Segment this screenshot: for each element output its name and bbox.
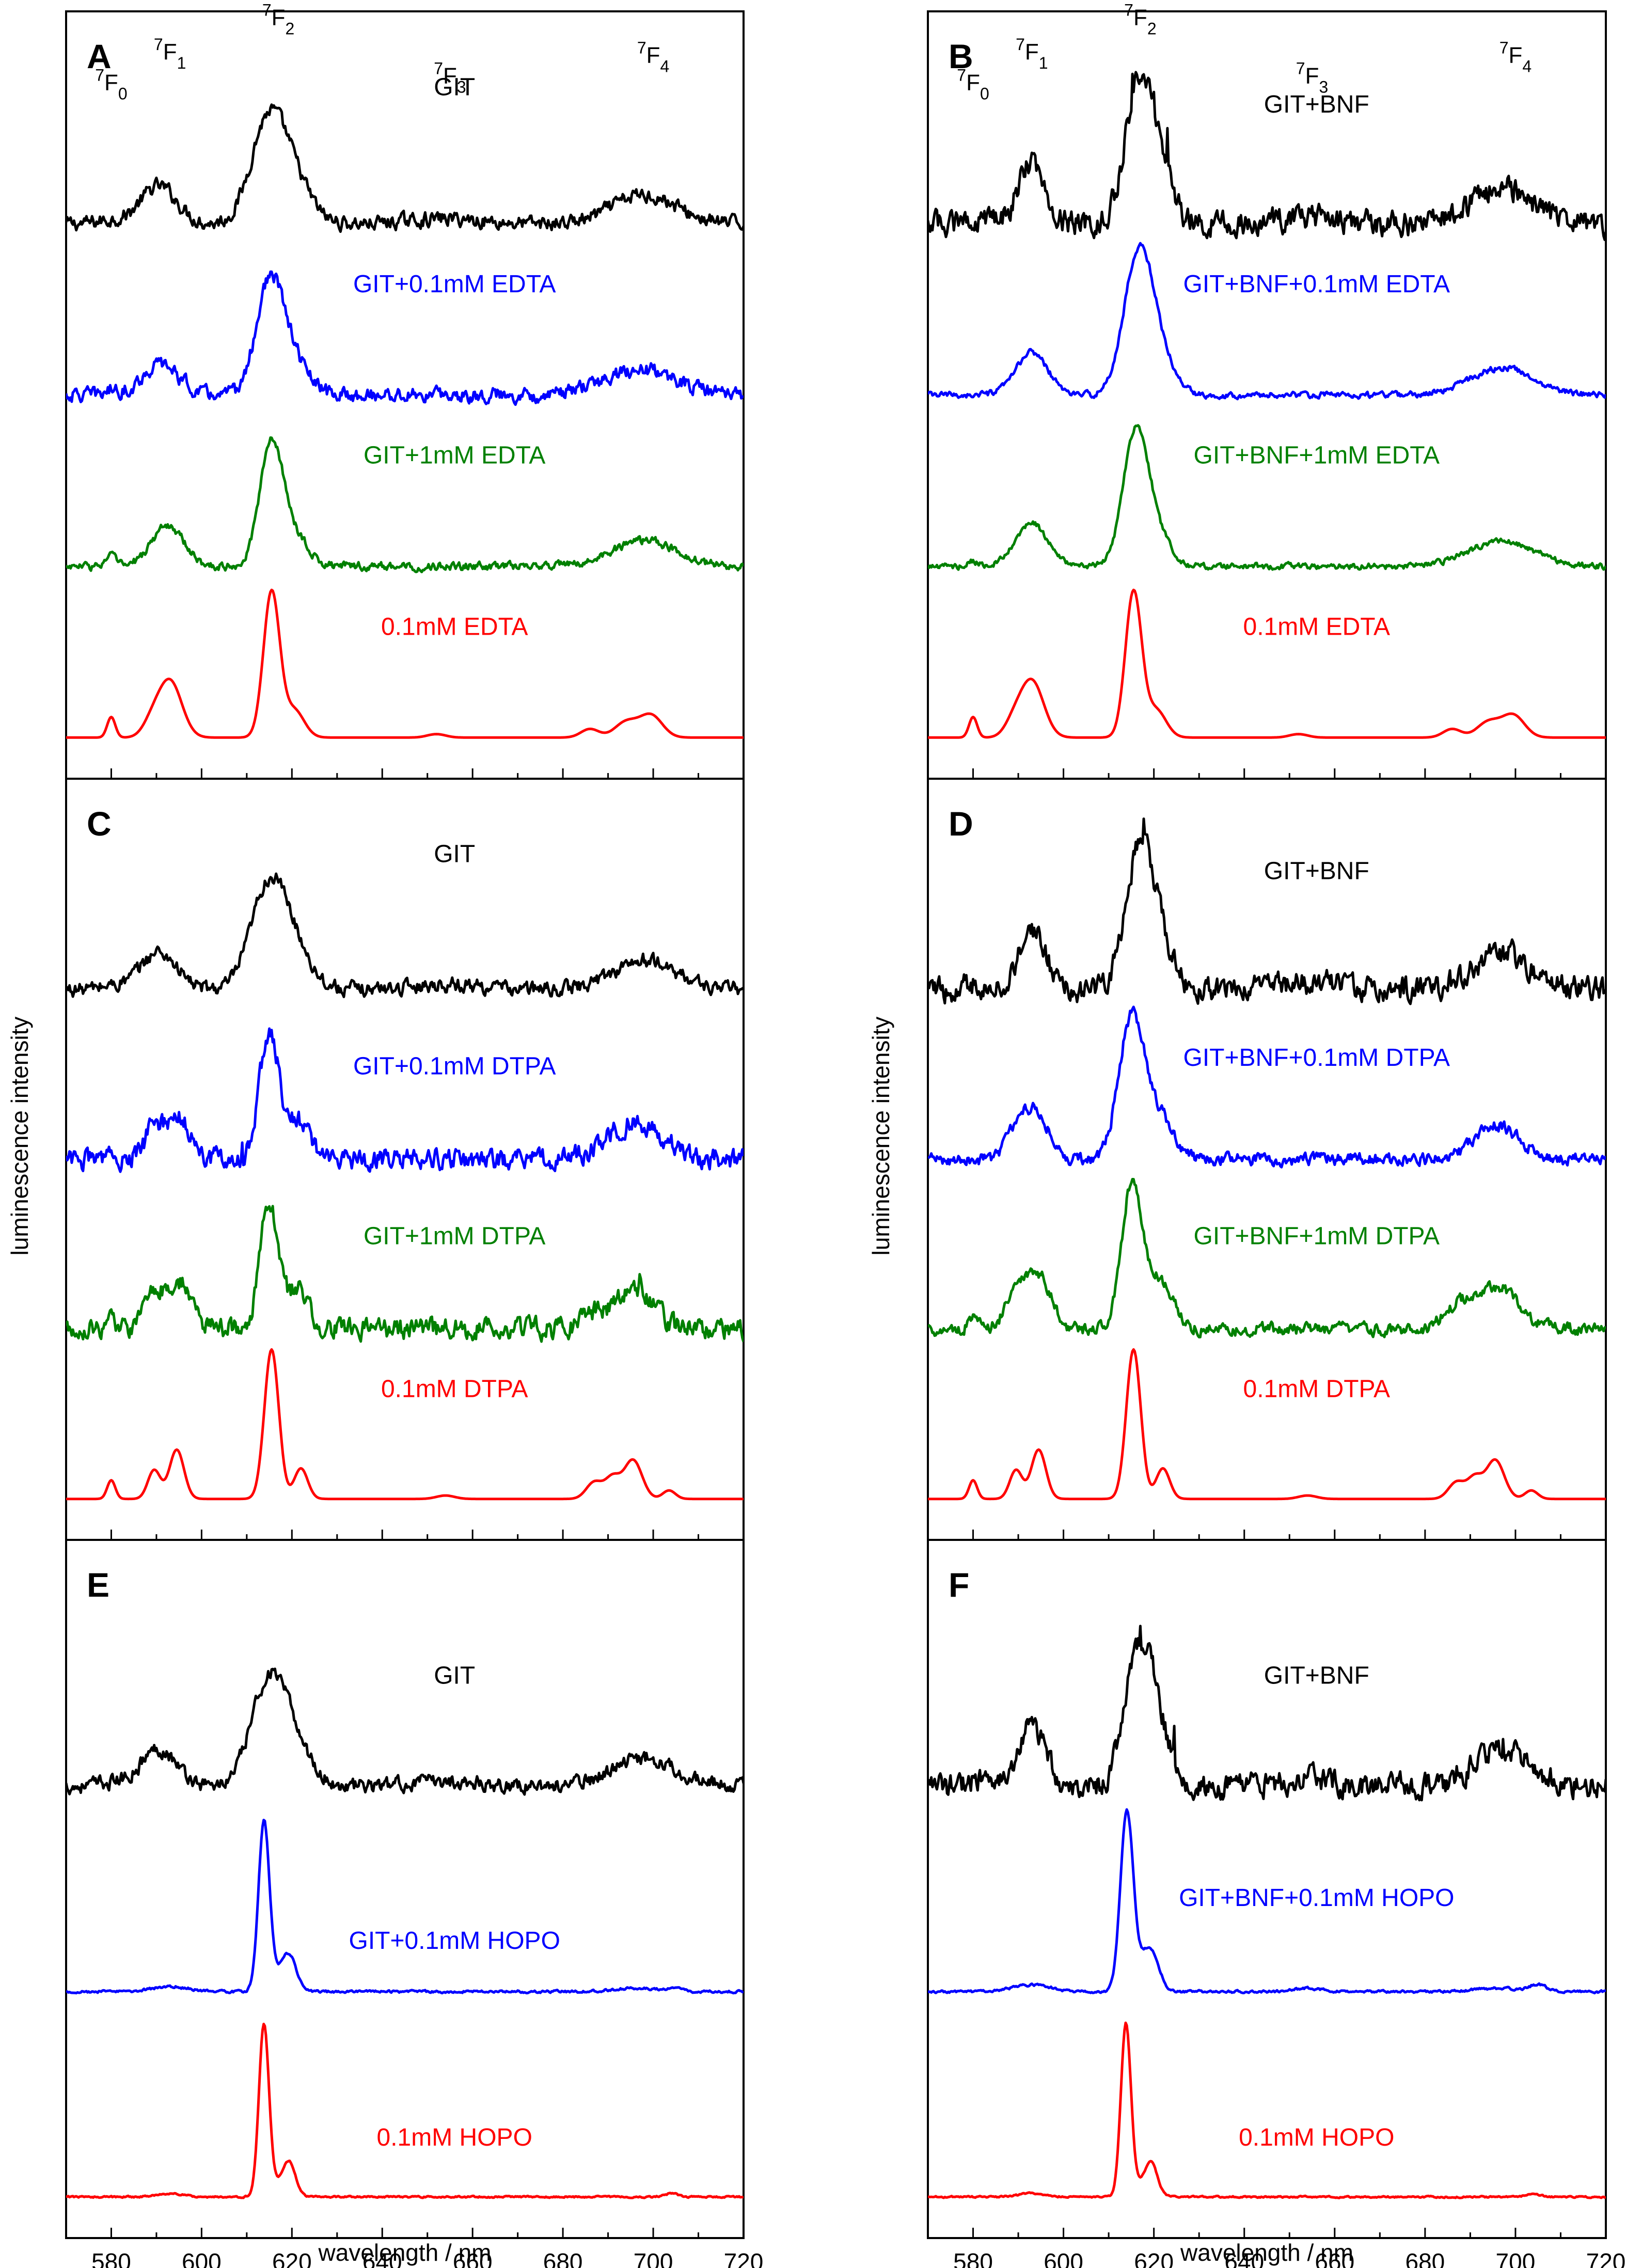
peak-label: 7F1 bbox=[154, 35, 186, 72]
series-label: GIT+BNF+1mM EDTA bbox=[1194, 442, 1440, 469]
y-axis-title: luminescence intensity bbox=[6, 1017, 33, 1256]
panel-c: GIT GIT+0.1mM DTPA GIT+1mM DTPA 0.1mM DTPA C bbox=[65, 778, 745, 1541]
panel-frame bbox=[927, 1539, 1607, 2239]
peak-label: 7F1 bbox=[1016, 35, 1048, 72]
series-line-git-bnf-1mm-edta bbox=[928, 424, 1606, 571]
series-label: GIT+BNF+0.1mM EDTA bbox=[1183, 271, 1450, 298]
series-label: GIT+0.1mM DTPA bbox=[353, 1053, 556, 1080]
x-tick-label: 680 bbox=[543, 2248, 583, 2268]
series-line-0-1mm-edta bbox=[66, 588, 744, 739]
panel-f: GIT+BNF GIT+BNF+0.1mM HOPO 0.1mM HOPO F 580 6… bbox=[927, 1539, 1626, 2268]
peak-label: 7F0 bbox=[95, 66, 127, 103]
x-tick-label: 620 bbox=[1134, 2248, 1174, 2268]
x-axis-title: wavelength / nm bbox=[1180, 2239, 1353, 2266]
series-line-git-bnf-0-1mm-hopo bbox=[928, 1808, 1606, 1995]
series-label: GIT bbox=[434, 1662, 475, 1689]
peak-label: 7F0 bbox=[957, 66, 989, 103]
panel-e: GIT GIT+0.1mM HOPO 0.1mM HOPO E 580 600 620 640… bbox=[65, 1539, 764, 2268]
panel-d: GIT+BNF GIT+BNF+0.1mM DTPA GIT+BNF+1mM DTP… bbox=[927, 778, 1607, 1541]
x-axis-title: wavelength / nm bbox=[318, 2239, 492, 2266]
y-axis-title: luminescence intensity bbox=[867, 1017, 894, 1256]
series-line-git-bnf bbox=[928, 1625, 1606, 1802]
series-line-git bbox=[66, 103, 744, 233]
x-tick-label: 640 bbox=[362, 2248, 402, 2268]
series-label: 0.1mM HOPO bbox=[377, 2124, 532, 2151]
panel-b: GIT+BNF GIT+BNF+0.1mM EDTA GIT+BNF+1mM EDT… bbox=[927, 1, 1607, 780]
series-line-0-1mm-hopo bbox=[928, 2021, 1606, 2199]
series-label: GIT bbox=[434, 841, 475, 868]
x-tick-label: 720 bbox=[724, 2248, 764, 2268]
x-tick-label: 720 bbox=[1586, 2248, 1626, 2268]
x-tick-label: 580 bbox=[953, 2248, 993, 2268]
panel-letter: E bbox=[87, 1566, 109, 1604]
x-tick-label: 700 bbox=[634, 2248, 673, 2268]
series-line-git bbox=[66, 1667, 744, 1796]
series-line-git-bnf bbox=[928, 71, 1606, 241]
peak-label: 7F4 bbox=[1499, 39, 1532, 76]
x-tick-label: 680 bbox=[1405, 2248, 1445, 2268]
series-line-git-bnf-0-1mm-edta bbox=[928, 242, 1606, 401]
series-label: GIT+BNF bbox=[1264, 857, 1369, 885]
series-label: GIT+BNF bbox=[1264, 91, 1369, 118]
series-label: 0.1mM DTPA bbox=[381, 1375, 528, 1403]
series-line-git-0-1mm-hopo bbox=[66, 1819, 744, 1995]
peak-label: 7F2 bbox=[262, 1, 294, 38]
peak-label: 7F2 bbox=[1124, 1, 1156, 38]
series-label: GIT+BNF+0.1mM DTPA bbox=[1183, 1044, 1450, 1072]
x-tick-label: 600 bbox=[182, 2248, 222, 2268]
peak-label: 7F4 bbox=[637, 39, 669, 76]
x-tick-label: 600 bbox=[1044, 2248, 1083, 2268]
series-label: GIT+1mM DTPA bbox=[364, 1222, 545, 1250]
series-line-git-0-1mm-edta bbox=[66, 270, 744, 406]
panel-letter: B bbox=[949, 37, 973, 75]
series-line-0-1mm-hopo bbox=[66, 2023, 744, 2199]
series-label: 0.1mM DTPA bbox=[1243, 1375, 1390, 1403]
series-label: GIT+BNF bbox=[1264, 1662, 1369, 1689]
series-label: 0.1mM HOPO bbox=[1239, 2124, 1394, 2151]
x-tick-label: 660 bbox=[1315, 2248, 1354, 2268]
panel-frame bbox=[65, 1539, 745, 2239]
series-line-0-1mm-edta bbox=[928, 588, 1606, 739]
peak-label: 7F3 bbox=[1296, 59, 1328, 96]
series-line-git-1mm-dtpa bbox=[66, 1205, 744, 1343]
series-line-git bbox=[66, 872, 744, 998]
series-line-0-1mm-dtpa bbox=[66, 1348, 744, 1501]
panel-letter: F bbox=[949, 1566, 969, 1604]
series-line-git-bnf bbox=[928, 817, 1606, 1005]
series-label: 0.1mM EDTA bbox=[1243, 613, 1390, 640]
x-tick-label: 620 bbox=[272, 2248, 312, 2268]
series-line-git-bnf-0-1mm-dtpa bbox=[928, 1005, 1606, 1169]
series-label: 0.1mM EDTA bbox=[381, 613, 528, 640]
series-label: GIT+BNF+0.1mM HOPO bbox=[1179, 1884, 1454, 1912]
peak-label: 7F3 bbox=[434, 59, 466, 96]
panel-letter: D bbox=[949, 805, 973, 843]
series-label: GIT bbox=[434, 74, 475, 101]
x-tick-label: 660 bbox=[453, 2248, 493, 2268]
series-line-git-1mm-edta bbox=[66, 436, 744, 574]
series-label: GIT+0.1mM EDTA bbox=[353, 271, 556, 298]
series-line-0-1mm-dtpa bbox=[928, 1348, 1606, 1501]
panel-a: GIT GIT+0.1mM EDTA GIT+1mM EDTA 0.1mM EDTA A… bbox=[65, 1, 745, 780]
x-tick-label: 640 bbox=[1224, 2248, 1264, 2268]
panel-letter: C bbox=[87, 805, 112, 843]
series-line-git-bnf-1mm-dtpa bbox=[928, 1178, 1606, 1338]
x-tick-label: 700 bbox=[1496, 2248, 1536, 2268]
series-label: GIT+1mM EDTA bbox=[364, 442, 545, 469]
panel-letter: A bbox=[87, 37, 112, 75]
panel-frame bbox=[65, 778, 745, 1541]
series-line-git-0-1mm-dtpa bbox=[66, 1027, 744, 1173]
x-tick-label: 580 bbox=[91, 2248, 131, 2268]
panel-frame bbox=[65, 10, 745, 780]
series-label: GIT+BNF+1mM DTPA bbox=[1194, 1222, 1440, 1250]
series-label: GIT+0.1mM HOPO bbox=[349, 1927, 560, 1955]
